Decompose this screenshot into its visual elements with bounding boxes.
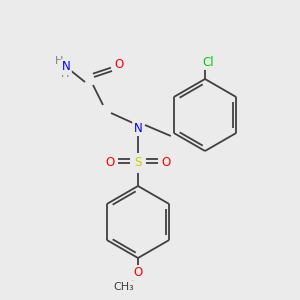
Text: S: S — [134, 157, 142, 169]
Text: Cl: Cl — [202, 56, 214, 68]
Text: H: H — [61, 69, 69, 79]
Text: H: H — [55, 56, 63, 66]
Text: O: O — [105, 157, 115, 169]
Text: N: N — [134, 122, 142, 134]
Text: CH₃: CH₃ — [114, 282, 134, 292]
Text: N: N — [61, 61, 70, 74]
Text: O: O — [134, 266, 142, 280]
Text: O: O — [161, 157, 171, 169]
Text: O: O — [114, 58, 124, 70]
